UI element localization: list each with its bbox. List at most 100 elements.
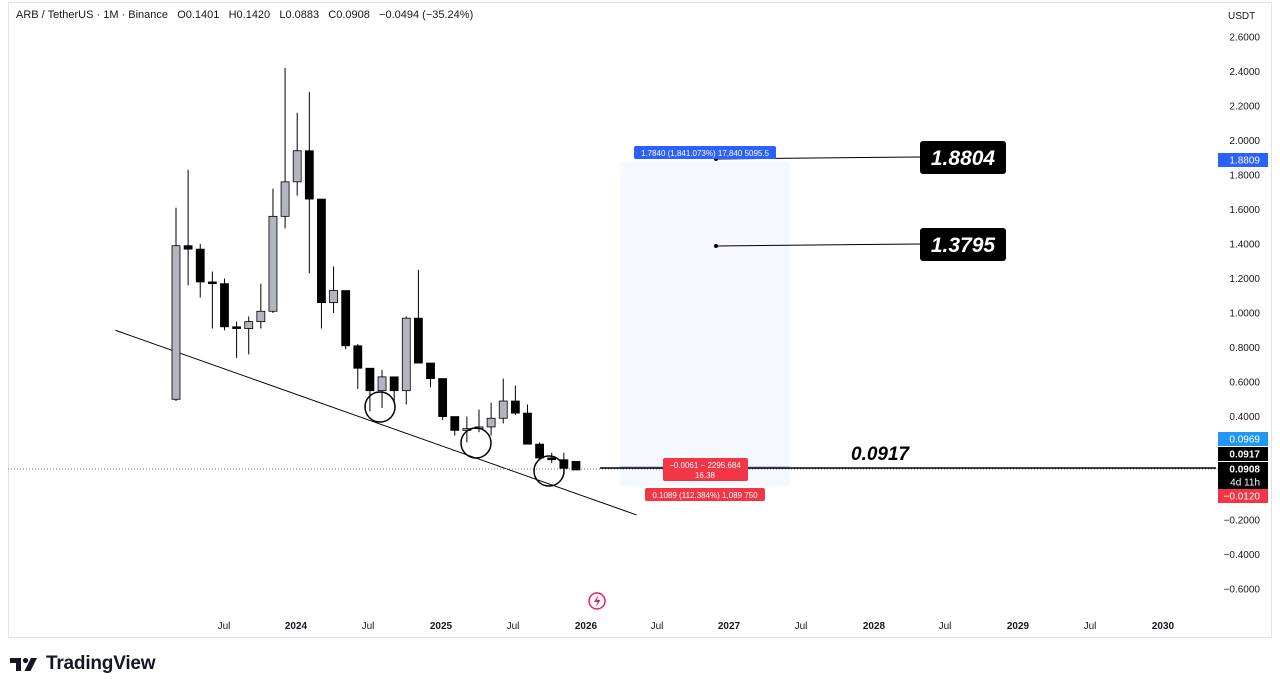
candle-body [365, 367, 375, 392]
price-badge-label: 1.8809 [1229, 156, 1260, 167]
time-tick-label: Jul [218, 621, 231, 632]
tradingview-logo-icon [10, 657, 37, 671]
current-level-label: 0.0917 [851, 444, 911, 465]
price-badge: −0.0120 [1218, 489, 1268, 503]
candle [220, 278, 229, 331]
price-tick-label: 1.0000 [1229, 309, 1260, 320]
candle-body [438, 378, 448, 417]
ohlc-close: C0.0908 [328, 9, 370, 21]
price-badge-label: 0.0917 [1229, 450, 1260, 461]
symbol-name[interactable]: ARB / TetherUS · 1M · Binance [16, 9, 169, 21]
level-dot-13795 [714, 244, 718, 248]
time-tick-label: 2027 [718, 621, 741, 632]
ohlc-low: L0.0883 [279, 9, 320, 21]
time-tick-label: 2024 [285, 621, 308, 632]
svg-text:−0.0061 − 2295.684: −0.0061 − 2295.684 [669, 461, 741, 470]
lightning-icon[interactable] [588, 592, 606, 610]
ohlc-change: −0.0494 (−35.24%) [379, 9, 474, 21]
candle-body [268, 215, 278, 312]
candle-body [535, 443, 544, 459]
time-tick-label: Jul [795, 621, 808, 632]
candle-body [317, 198, 326, 304]
target-label-high[interactable]: 1.8804 [920, 141, 1006, 174]
candle [486, 402, 496, 436]
touch-circles [364, 391, 565, 487]
ohlc-high: H0.1420 [228, 9, 271, 21]
candle-body [280, 181, 290, 217]
candle [426, 362, 435, 388]
candle [280, 67, 290, 229]
measure-label-down: 0.1089 (112.384%) 1,089 750 [645, 488, 765, 501]
time-tick-label: Jul [1084, 621, 1097, 632]
candle [232, 321, 242, 358]
currency-unit[interactable]: USDT [1228, 11, 1256, 22]
tradingview-logo[interactable]: TradingView [10, 653, 156, 675]
time-tick-label: Jul [507, 621, 520, 632]
candle-body [571, 461, 581, 471]
time-tick-label: 2029 [1007, 621, 1030, 632]
candle-body [450, 416, 460, 431]
price-axis[interactable]: 2.6000 2.4000 2.2000 2.0000 1.8000 1.6000 1.40… [1224, 32, 1261, 595]
candle [244, 316, 254, 355]
price-badges: 1.8809 0.0969 0.0917 0.0908 4d 11h −0.0120 [1218, 153, 1268, 503]
candle-body [244, 321, 254, 329]
candle [317, 198, 326, 329]
time-tick-label: Jul [939, 621, 952, 632]
time-tick-label: 2028 [863, 621, 886, 632]
time-tick-label: Jul [651, 621, 664, 632]
candle-body [377, 376, 387, 392]
symbol-info: ARB / TetherUS · 1M · Binance O0.1401 H0… [16, 9, 473, 21]
time-tick-label: 2030 [1152, 621, 1175, 632]
candle [401, 316, 411, 405]
candle-body [220, 283, 229, 328]
candle [571, 461, 581, 471]
tradingview-logo-text: TradingView [46, 653, 156, 674]
price-tick-label: 1.4000 [1229, 239, 1260, 250]
touch-circle-2 [460, 427, 492, 459]
svg-text:1.3795: 1.3795 [931, 234, 996, 257]
candle [207, 271, 217, 329]
candle-body [195, 248, 205, 283]
time-axis[interactable]: Jul 2024 Jul 2025 Jul 2026 Jul 2027 Jul 2028 Jul 20… [218, 621, 1175, 632]
candle-body [292, 150, 302, 183]
svg-text:16.38: 16.38 [695, 471, 716, 480]
candle [268, 188, 278, 313]
candle-body [341, 290, 351, 347]
level-lines [8, 156, 1218, 470]
measure-label-mid: −0.0061 − 2295.684 16.38 [663, 458, 748, 481]
price-tick-label: 0.4000 [1229, 412, 1260, 423]
candle-body [389, 376, 399, 392]
candle-body [207, 281, 217, 285]
chart-frame [8, 2, 1272, 638]
candle-body [171, 245, 181, 400]
price-tick-label: 2.6000 [1229, 32, 1260, 43]
candle-body [353, 345, 363, 369]
time-tick-label: Jul [362, 621, 375, 632]
target-label-mid[interactable]: 1.3795 [920, 228, 1006, 261]
svg-text:0.1089 (112.384%) 1,089 750: 0.1089 (112.384%) 1,089 750 [652, 491, 758, 500]
price-badge-label: 0.0908 [1229, 465, 1260, 476]
candle-body [486, 417, 496, 428]
price-badge: 1.8809 [1218, 153, 1268, 167]
candle-body [498, 400, 508, 419]
price-badge: 0.0917 [1218, 447, 1268, 461]
candle [292, 112, 302, 196]
measure-label-up: 1.7840 (1,841.073%) 17,840 5095.5 [634, 146, 776, 159]
candle [523, 404, 532, 445]
trendline [115, 329, 637, 516]
candle-body [413, 317, 423, 364]
price-badge-label: 4d 11h [1230, 478, 1260, 489]
price-tick-label: 1.8000 [1229, 170, 1260, 181]
candle [341, 290, 351, 350]
price-tick-label: 2.0000 [1229, 136, 1260, 147]
price-tick-label: −0.6000 [1224, 585, 1261, 596]
candles-layer [171, 67, 581, 471]
candle [389, 376, 399, 403]
candle-body [510, 400, 520, 414]
candle [498, 378, 508, 424]
candle-body [329, 290, 338, 304]
candle [547, 452, 557, 464]
price-badge-label: −0.0120 [1224, 492, 1261, 503]
price-badge-label: 0.0969 [1229, 435, 1260, 446]
